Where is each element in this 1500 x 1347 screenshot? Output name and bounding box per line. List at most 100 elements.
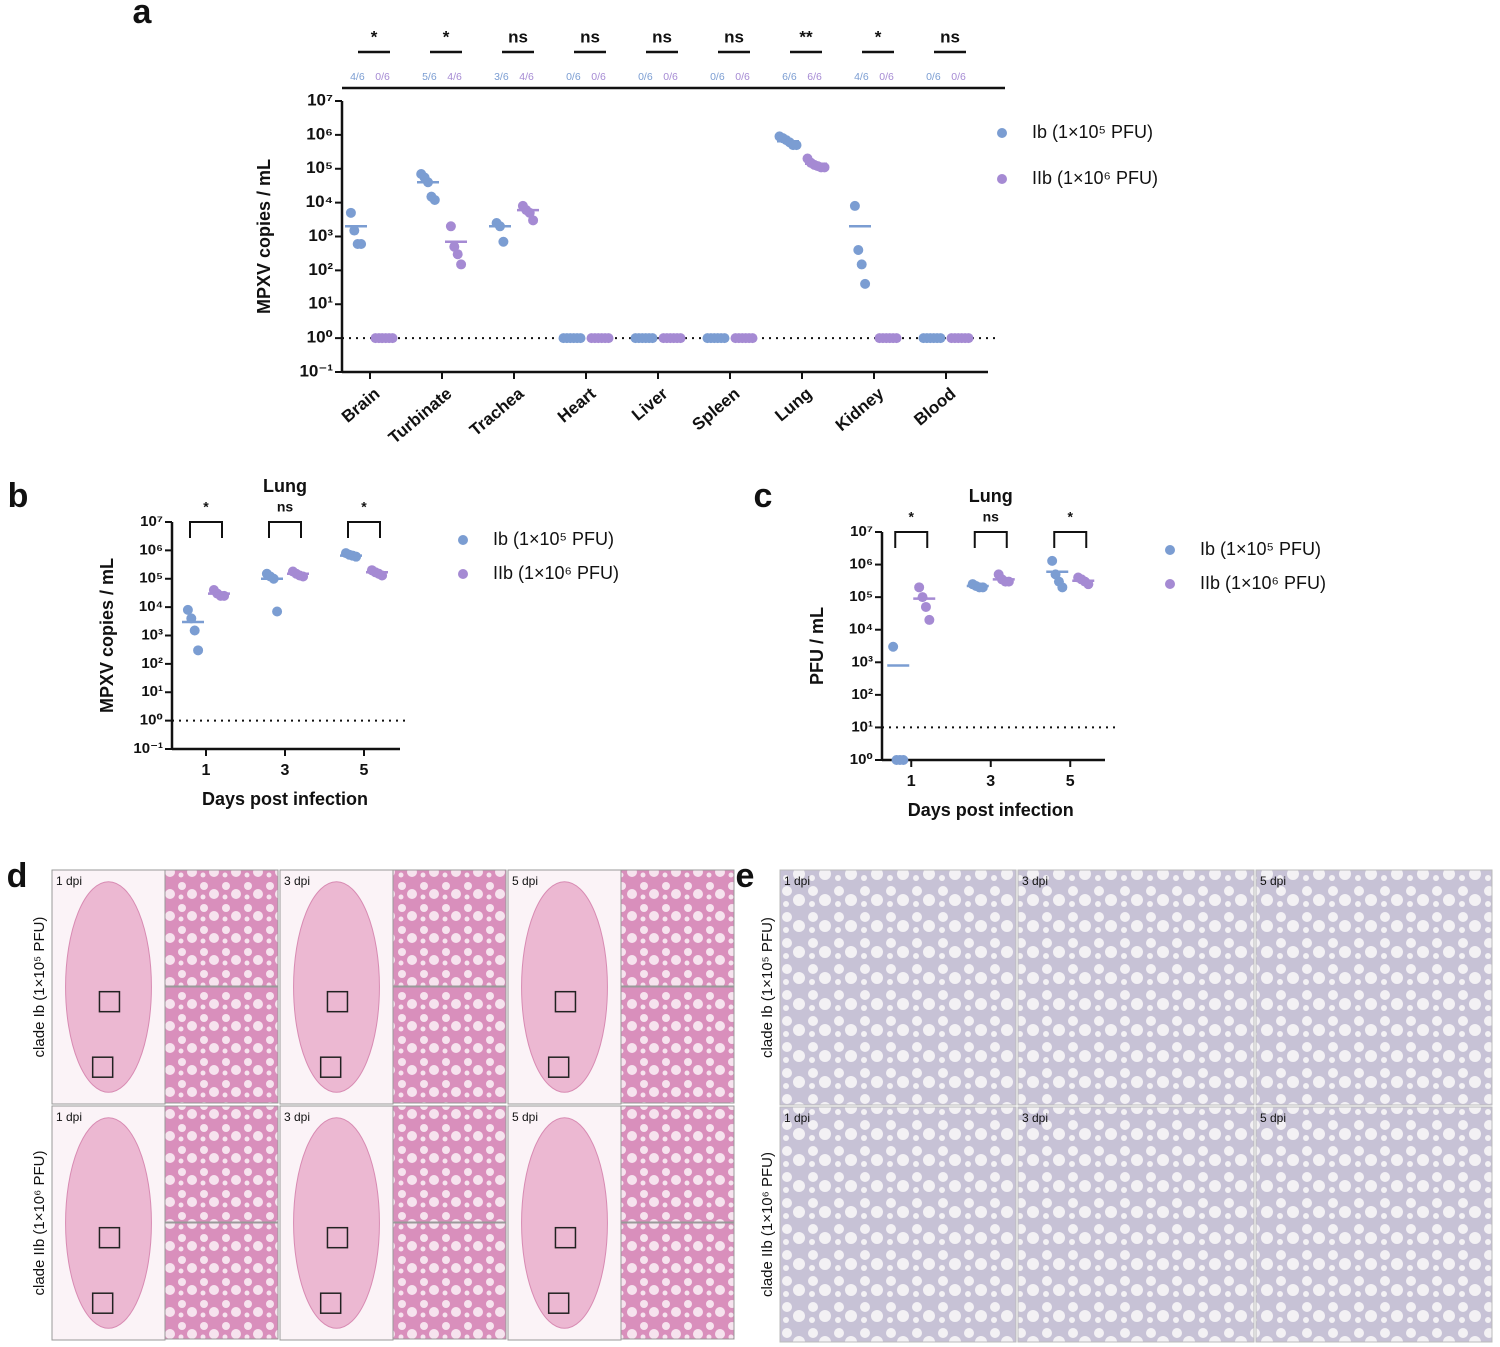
y-tick-label: 10⁷ bbox=[140, 513, 163, 530]
y-tick-label: 10⁻¹ bbox=[299, 361, 333, 380]
data-point bbox=[1003, 576, 1014, 587]
positive-ratio-label: 0/6 bbox=[375, 71, 390, 83]
legend-label: IIb (1×10⁶ PFU) bbox=[493, 563, 619, 583]
x-tick-label: Trachea bbox=[466, 384, 528, 440]
x-axis-label: Days post infection bbox=[908, 800, 1074, 820]
data-point bbox=[272, 606, 283, 617]
chart: a 10⁷ 10⁶ 10⁵ 10⁴ 10³ 10² 10¹ 10⁰ 10⁻¹ MPXV copies… bbox=[133, 0, 1158, 447]
data-point bbox=[603, 333, 614, 344]
column-label: 3 dpi bbox=[284, 1110, 310, 1124]
positive-ratio-label: 6/6 bbox=[782, 71, 797, 83]
legend-label: Ib (1×10⁵ PFU) bbox=[493, 529, 614, 549]
positive-ratio-label: 4/6 bbox=[854, 71, 869, 83]
positive-ratio-label: 4/6 bbox=[519, 71, 534, 83]
x-tick-label: Spleen bbox=[689, 384, 744, 434]
x-tick-label: 5 bbox=[1066, 773, 1075, 790]
inset-box bbox=[554, 990, 577, 1013]
y-tick-label: 10⁻¹ bbox=[133, 740, 163, 757]
y-tick-label: 10² bbox=[308, 260, 333, 279]
positive-ratio-label: 3/6 bbox=[494, 71, 509, 83]
y-tick-label: 10⁶ bbox=[306, 124, 333, 143]
positive-ratio-label: 0/6 bbox=[710, 71, 725, 83]
legend-label: Ib (1×10⁵ PFU) bbox=[1200, 539, 1321, 559]
significance-label: ns bbox=[724, 27, 744, 46]
row-label: clade Ib (1×10⁵ PFU) bbox=[31, 917, 48, 1058]
significance-bracket bbox=[347, 521, 381, 538]
detail-image bbox=[164, 869, 279, 987]
ihc-image bbox=[779, 1106, 1017, 1343]
positive-ratio-label: 4/6 bbox=[447, 71, 462, 83]
data-point bbox=[914, 582, 925, 593]
column-label: 3 dpi bbox=[284, 874, 310, 888]
significance-label: * bbox=[443, 27, 450, 46]
positive-ratio-label: 0/6 bbox=[591, 71, 606, 83]
data-point bbox=[924, 614, 935, 625]
significance-label: ns bbox=[580, 27, 600, 46]
data-point bbox=[449, 241, 460, 252]
x-tick-label: 3 bbox=[281, 762, 290, 779]
y-tick-label: 10⁷ bbox=[307, 90, 333, 109]
y-axis-label: MPXV copies / mL bbox=[254, 159, 274, 314]
significance-label: * bbox=[371, 27, 378, 46]
data-point bbox=[917, 592, 928, 603]
data-point bbox=[853, 244, 864, 255]
column-label: 3 dpi bbox=[1022, 1111, 1048, 1125]
data-point bbox=[356, 239, 367, 250]
data-point bbox=[345, 207, 356, 218]
y-tick-label: 10⁴ bbox=[139, 598, 163, 615]
inset-box bbox=[91, 1056, 114, 1078]
data-point bbox=[528, 215, 539, 226]
detail-image bbox=[392, 869, 507, 987]
y-axis-label: MPXV copies / mL bbox=[97, 558, 117, 713]
inset-box bbox=[98, 990, 121, 1013]
x-tick-label: Lung bbox=[771, 384, 815, 425]
ihc-image bbox=[779, 869, 1017, 1106]
significance-label: ns bbox=[983, 509, 1000, 525]
ihc-image bbox=[1017, 1106, 1255, 1343]
positive-ratio-label: 0/6 bbox=[566, 71, 581, 83]
y-tick-label: 10¹ bbox=[851, 718, 873, 735]
positive-ratio-label: 0/6 bbox=[638, 71, 653, 83]
inset-box bbox=[98, 1226, 121, 1249]
data-point bbox=[189, 625, 200, 636]
significance-label: * bbox=[203, 499, 209, 515]
data-point bbox=[219, 590, 230, 601]
lung-section bbox=[65, 1117, 152, 1329]
data-point bbox=[429, 194, 440, 205]
x-tick-label: Brain bbox=[338, 384, 384, 426]
y-tick-label: 10³ bbox=[141, 626, 163, 643]
data-point bbox=[1057, 582, 1068, 593]
inset-box bbox=[326, 990, 349, 1013]
y-tick-label: 10² bbox=[141, 655, 163, 672]
positive-ratio-label: 4/6 bbox=[350, 71, 365, 83]
significance-label: * bbox=[361, 499, 367, 515]
panel-letter: c bbox=[754, 477, 773, 515]
y-tick-label: 10¹ bbox=[141, 683, 163, 700]
panel-letter: e bbox=[736, 857, 755, 895]
y-tick-label: 10⁰ bbox=[850, 751, 873, 768]
column-label: 1 dpi bbox=[56, 874, 82, 888]
legend-marker bbox=[1165, 545, 1175, 555]
ihc-image bbox=[1017, 869, 1255, 1106]
data-point bbox=[963, 333, 974, 344]
ihc-image bbox=[1255, 1106, 1493, 1343]
y-tick-label: 10⁰ bbox=[140, 712, 163, 729]
y-tick-label: 10⁰ bbox=[307, 328, 333, 347]
significance-label: ** bbox=[799, 27, 813, 46]
panel-letter: a bbox=[133, 0, 153, 31]
panel-letter: d bbox=[7, 857, 28, 895]
y-tick-label: 10⁴ bbox=[306, 192, 333, 211]
chart: c 10⁷ 10⁶ 10⁵ 10⁴ 10³ 10² 10¹ 10⁰ PFU / mL Lung Day… bbox=[754, 477, 1326, 820]
x-tick-label: Liver bbox=[628, 384, 672, 425]
detail-image bbox=[620, 986, 735, 1104]
inset-box bbox=[554, 1226, 577, 1249]
significance-label: ns bbox=[652, 27, 672, 46]
lung-section bbox=[293, 881, 380, 1093]
data-point bbox=[193, 645, 204, 656]
significance-bracket bbox=[973, 531, 1008, 548]
significance-label: * bbox=[875, 27, 882, 46]
positive-ratio-label: 0/6 bbox=[879, 71, 894, 83]
column-label: 5 dpi bbox=[1260, 1111, 1286, 1125]
positive-ratio-label: 6/6 bbox=[807, 71, 822, 83]
